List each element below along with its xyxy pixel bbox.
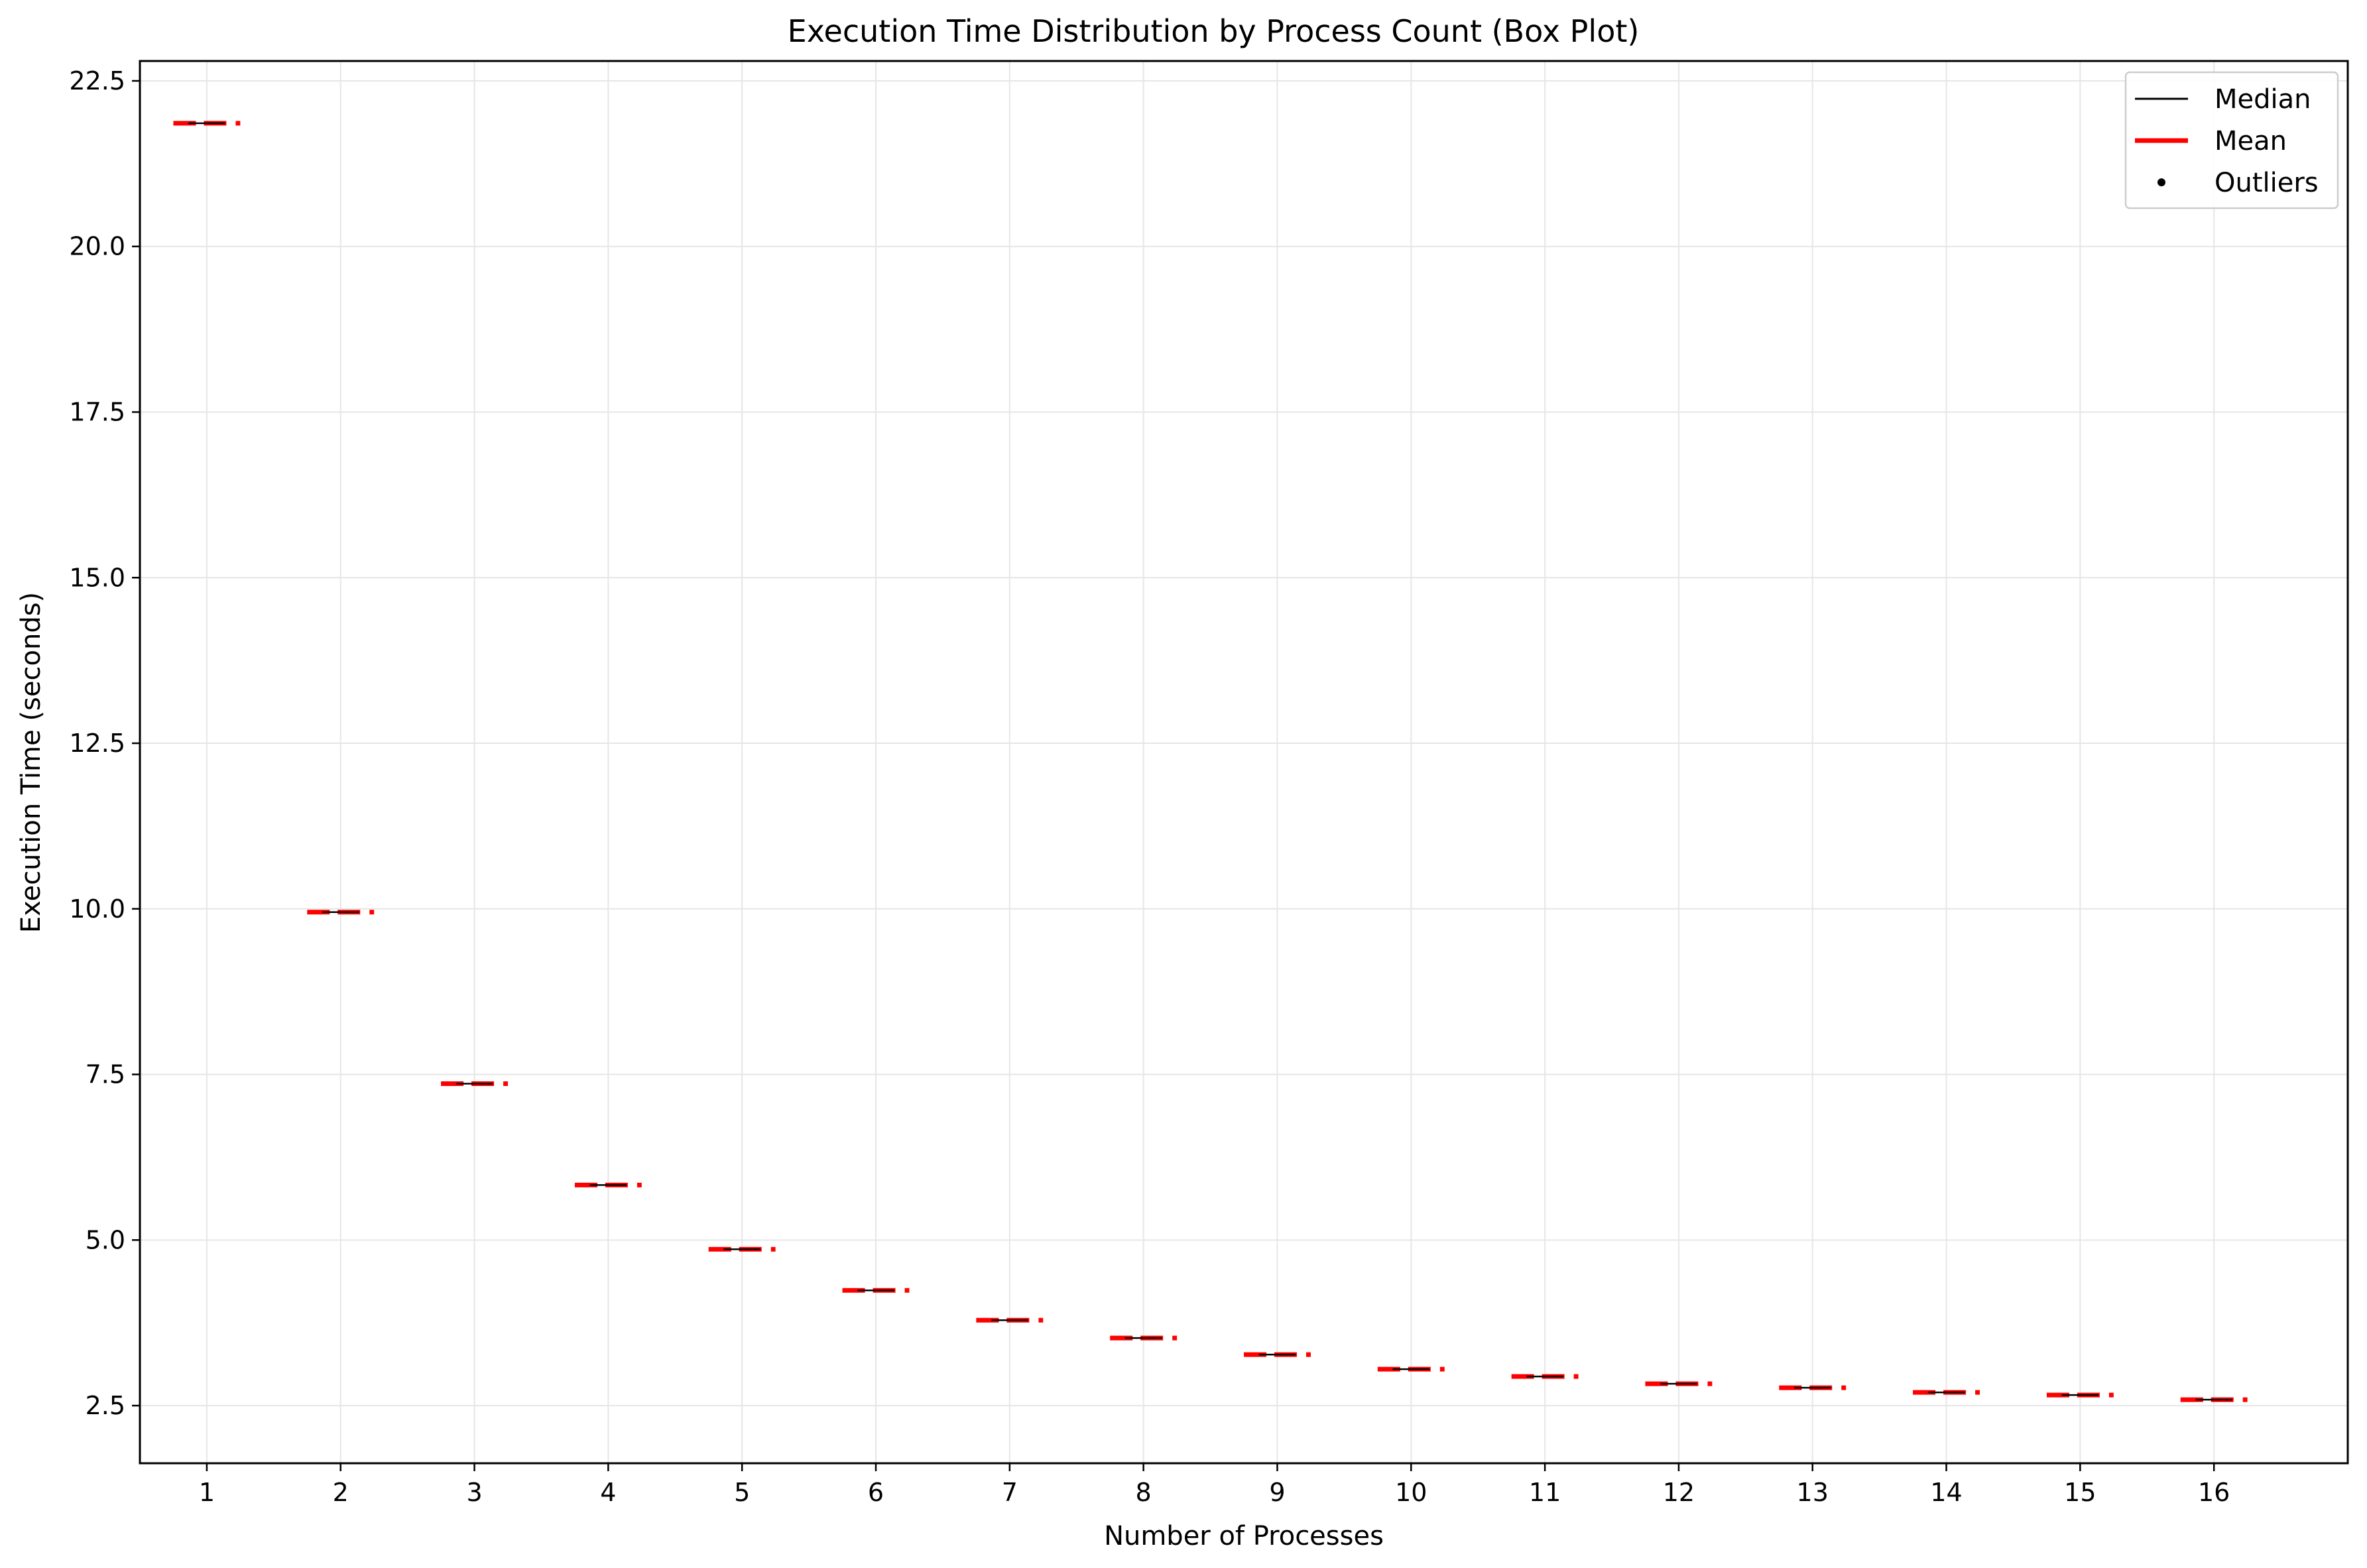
y-tick-label: 12.5 <box>69 729 125 758</box>
y-tick-label: 2.5 <box>86 1391 125 1420</box>
x-tick-label: 11 <box>1529 1478 1561 1507</box>
x-tick-label: 14 <box>1930 1478 1962 1507</box>
x-tick-label: 5 <box>734 1478 750 1507</box>
x-tick-label: 3 <box>466 1478 482 1507</box>
y-axis-title: Execution Time (seconds) <box>16 592 46 933</box>
legend-label: Mean <box>2215 126 2287 156</box>
plot-area-frame <box>139 60 2349 1465</box>
y-tick-label: 10.0 <box>69 894 125 924</box>
x-tick-label: 16 <box>2198 1478 2230 1507</box>
x-tick-label: 15 <box>2064 1478 2096 1507</box>
y-tick-label: 22.5 <box>69 66 125 95</box>
grid-lines <box>140 61 2348 1463</box>
x-axis-title: Number of Processes <box>1104 1521 1384 1551</box>
x-tick-label: 10 <box>1395 1478 1427 1507</box>
x-tick-label: 12 <box>1663 1478 1695 1507</box>
x-tick-label: 6 <box>868 1478 884 1507</box>
x-tick-label: 4 <box>600 1478 616 1507</box>
x-tick-label: 7 <box>1002 1478 1018 1507</box>
y-tick-label: 7.5 <box>86 1060 125 1089</box>
legend-label: Median <box>2215 84 2311 115</box>
x-tick-label: 2 <box>333 1478 349 1507</box>
x-tick-label: 9 <box>1269 1478 1285 1507</box>
axes: 2.55.07.510.012.515.017.520.022.51 2 3 4 5 6 7… <box>69 66 2230 1507</box>
legend-box <box>2124 71 2339 210</box>
y-tick-label: 20.0 <box>69 232 125 261</box>
legend: Median Mean Outliers <box>2124 71 2339 210</box>
y-tick-label: 15.0 <box>69 563 125 592</box>
legend-outliers-swatch <box>2157 178 2165 186</box>
chart-title: Execution Time Distribution by Process C… <box>788 13 1640 49</box>
x-tick-label: 13 <box>1797 1478 1829 1507</box>
y-tick-label: 17.5 <box>69 397 125 426</box>
x-tick-label: 8 <box>1136 1478 1152 1507</box>
legend-label: Outliers <box>2215 168 2319 198</box>
data-marks <box>173 121 2248 1402</box>
y-tick-label: 5.0 <box>86 1225 125 1254</box>
x-tick-label: 1 <box>199 1478 215 1507</box>
